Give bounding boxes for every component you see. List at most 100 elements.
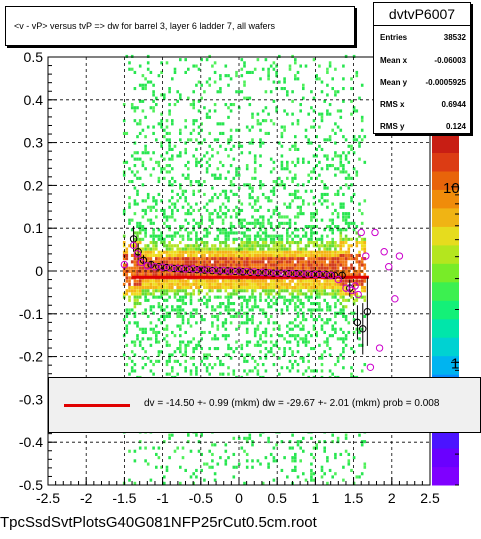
heat-cell xyxy=(168,180,171,184)
heat-cell xyxy=(224,295,228,299)
heat-cell xyxy=(155,244,158,248)
heat-cell xyxy=(283,273,286,277)
heat-cell xyxy=(334,266,337,270)
heat-cell xyxy=(264,257,268,261)
heat-cell xyxy=(307,138,310,142)
heat-cell xyxy=(269,292,273,296)
heat-cell xyxy=(312,302,316,306)
heat-cell xyxy=(243,247,246,251)
heat-cell xyxy=(229,279,233,283)
heat-cell xyxy=(205,228,209,232)
heat-cell xyxy=(283,87,286,91)
heat-cell xyxy=(342,314,345,318)
heat-cell xyxy=(286,176,289,180)
heat-cell xyxy=(152,247,155,251)
heat-cell xyxy=(302,253,305,257)
heat-cell xyxy=(253,167,257,171)
heat-cell xyxy=(165,244,169,248)
profile-point-magenta xyxy=(304,270,312,278)
heat-cell xyxy=(235,128,238,132)
heat-cell xyxy=(195,221,198,225)
heat-cell xyxy=(264,241,268,245)
heat-cell xyxy=(283,456,286,460)
heat-cell xyxy=(272,212,276,216)
heat-cell xyxy=(264,269,268,273)
heat-cell xyxy=(302,83,305,87)
heat-cell xyxy=(253,250,257,254)
profile-point-magenta xyxy=(258,268,266,276)
heat-cell xyxy=(192,103,195,107)
heat-cell xyxy=(168,433,171,437)
heat-cell xyxy=(288,260,292,264)
heat-cell xyxy=(144,250,147,254)
heat-cell xyxy=(144,231,147,235)
heat-cell xyxy=(232,369,236,373)
heat-cell xyxy=(358,263,361,267)
heat-cell xyxy=(176,359,179,363)
heat-cell xyxy=(259,343,262,347)
heat-cell xyxy=(315,446,318,450)
heat-cell xyxy=(318,112,321,116)
heat-cell xyxy=(205,167,209,171)
heat-cell xyxy=(278,269,281,273)
heat-cell xyxy=(269,247,273,251)
heat-cell xyxy=(328,263,332,267)
heat-cell xyxy=(326,205,329,209)
heat-cell xyxy=(248,244,252,248)
heat-cell xyxy=(342,167,345,171)
heat-cell xyxy=(203,234,206,238)
heat-cell xyxy=(155,160,158,164)
heat-cell xyxy=(240,260,244,264)
heat-cell xyxy=(288,321,292,325)
heat-cell xyxy=(211,282,214,286)
heat-cell xyxy=(278,54,281,58)
heat-cell xyxy=(286,228,289,232)
heat-cell xyxy=(307,257,310,261)
heat-cell xyxy=(157,160,161,164)
heat-cell xyxy=(141,260,145,264)
heat-cell xyxy=(267,318,270,322)
heat-cell xyxy=(272,321,276,325)
heat-cell xyxy=(264,196,268,200)
heat-cell xyxy=(152,446,155,450)
heat-cell xyxy=(240,286,244,290)
heat-cell xyxy=(291,260,294,264)
heat-cell xyxy=(299,308,302,312)
heat-cell xyxy=(227,260,230,264)
heat-cell xyxy=(336,189,340,193)
heat-cell xyxy=(146,80,150,84)
heat-cell xyxy=(243,311,246,315)
heat-cell xyxy=(168,353,171,357)
heat-cell xyxy=(245,164,249,168)
heat-cell xyxy=(208,115,211,119)
heat-cell xyxy=(141,208,145,212)
heat-cell xyxy=(347,257,351,261)
heat-cell xyxy=(200,128,203,132)
heat-cell xyxy=(221,218,225,222)
heat-cell xyxy=(323,138,326,142)
heat-cell xyxy=(360,443,364,447)
heat-cell xyxy=(192,106,195,110)
heat-cell xyxy=(152,263,155,267)
heat-cell xyxy=(173,449,177,453)
heat-cell xyxy=(216,228,220,232)
heat-cell xyxy=(200,273,203,277)
heat-cell xyxy=(136,244,139,248)
heat-cell xyxy=(144,115,147,119)
heat-cell xyxy=(229,286,233,290)
heat-cell xyxy=(179,151,182,155)
heat-cell xyxy=(328,468,332,472)
heat-cell xyxy=(152,93,155,97)
profile-point-black xyxy=(363,307,372,316)
heat-cell xyxy=(315,237,318,241)
heat-cell xyxy=(253,154,257,158)
heat-cell xyxy=(235,311,238,315)
heat-cell xyxy=(326,263,329,267)
heat-cell xyxy=(208,218,211,222)
heat-cell xyxy=(221,228,225,232)
heat-cell xyxy=(213,70,217,74)
heat-cell xyxy=(355,327,359,331)
heat-cell xyxy=(302,212,305,216)
heat-cell xyxy=(299,257,302,261)
heat-cell xyxy=(133,343,137,347)
